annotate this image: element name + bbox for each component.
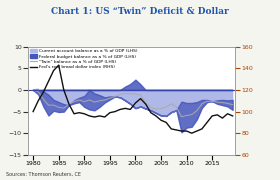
Legend: Current account balance as a % of GDP (LHS), Federal budget balance as a % of GD: Current account balance as a % of GDP (L…: [30, 49, 137, 69]
Text: Chart 1: US “Twin” Deficit & Dollar: Chart 1: US “Twin” Deficit & Dollar: [51, 7, 229, 16]
Text: Sources: Thomson Reuters, CE: Sources: Thomson Reuters, CE: [6, 171, 81, 176]
